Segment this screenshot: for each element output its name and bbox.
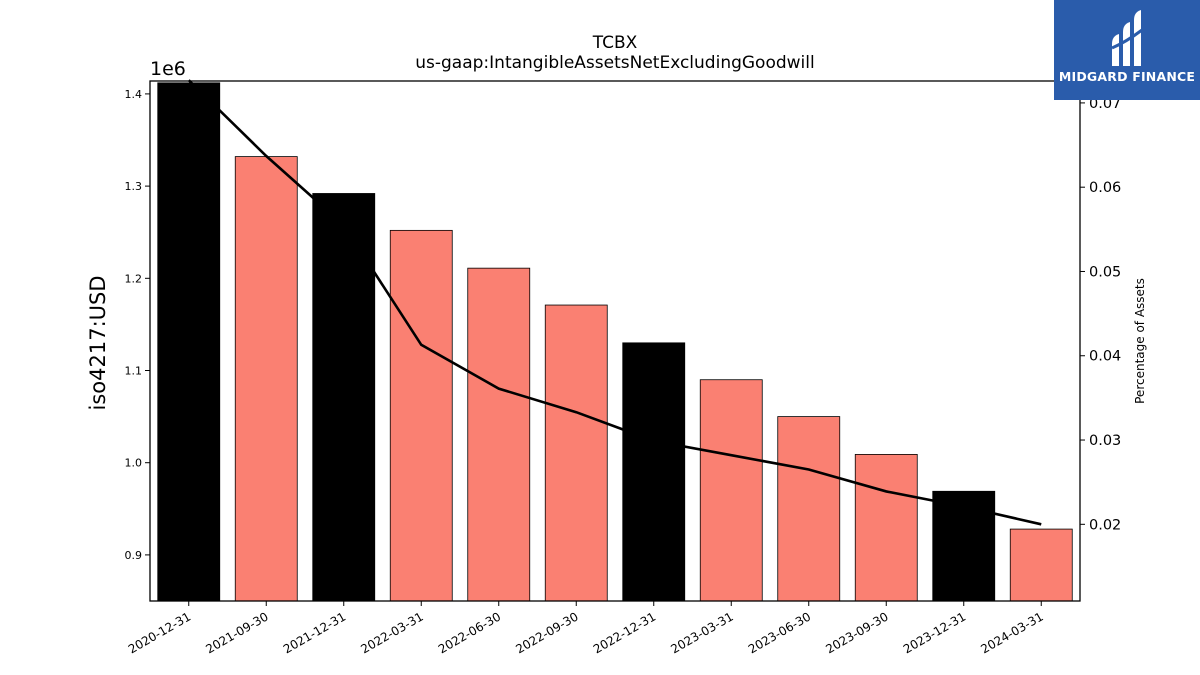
line-layer <box>187 79 1042 526</box>
y-tick-label: 0.9 <box>125 549 143 562</box>
x-tick-label: 2023-03-31 <box>668 609 735 656</box>
y2-tick-label: 0.06 <box>1089 180 1121 196</box>
percentage-line <box>187 79 1042 526</box>
chart-title: TCBX <box>592 33 638 53</box>
x-tick-label: 2023-09-30 <box>823 609 890 656</box>
bar-2021-12-31 <box>312 193 376 602</box>
y2-tick-label: 0.05 <box>1089 264 1121 280</box>
bar-2023-12-31 <box>932 490 996 602</box>
y-tick-label: 1.2 <box>125 272 143 285</box>
x-tick-label: 2021-09-30 <box>203 609 270 656</box>
logo-text: MIDGARD FINANCE <box>1058 69 1196 84</box>
plot-frame <box>149 80 1081 602</box>
x-tick-label: 2021-12-31 <box>281 609 348 656</box>
y2-tick-label: 0.02 <box>1089 517 1121 533</box>
midgard-logo-icon <box>1111 10 1143 66</box>
bar-2022-09-30 <box>544 304 608 602</box>
x-tick-label: 2023-06-30 <box>746 609 813 656</box>
y-offset-label: 1e6 <box>150 58 186 80</box>
x-tick-label: 2022-03-31 <box>358 609 425 656</box>
y2-tick-label: 0.03 <box>1089 433 1121 449</box>
bar-2024-03-31 <box>1009 528 1073 602</box>
y-axis-label: iso4217:USD <box>86 275 110 410</box>
y2-tick-label: 0.04 <box>1089 349 1121 365</box>
bar-2020-12-31 <box>157 82 221 602</box>
bar-2023-09-30 <box>854 454 918 602</box>
y-tick-label: 1.0 <box>125 457 143 470</box>
y2-axis-label: Percentage of Assets <box>1133 278 1147 404</box>
bar-2022-12-31 <box>622 342 686 602</box>
y-tick-label: 1.1 <box>125 365 143 378</box>
bar-2021-09-30 <box>234 156 298 602</box>
x-tick-label: 2022-09-30 <box>513 609 580 656</box>
bars-layer <box>157 82 1073 602</box>
x-tick-label: 2020-12-31 <box>126 609 193 656</box>
y-tick-label: 1.4 <box>125 88 143 101</box>
x-tick-label: 2024-03-31 <box>978 609 1045 656</box>
midgard-finance-logo: MIDGARD FINANCE <box>1054 0 1200 100</box>
bar-2023-03-31 <box>699 379 763 602</box>
y-tick-label: 1.3 <box>125 180 143 193</box>
x-tick-label: 2023-12-31 <box>901 609 968 656</box>
x-tick-label: 2022-12-31 <box>591 609 658 656</box>
bar-2022-06-30 <box>467 267 531 602</box>
chart-subtitle: us-gaap:IntangibleAssetsNetExcludingGood… <box>415 53 814 73</box>
bar-2023-06-30 <box>777 416 841 602</box>
bar-2022-03-31 <box>389 229 453 602</box>
x-tick-label: 2022-06-30 <box>436 609 503 656</box>
